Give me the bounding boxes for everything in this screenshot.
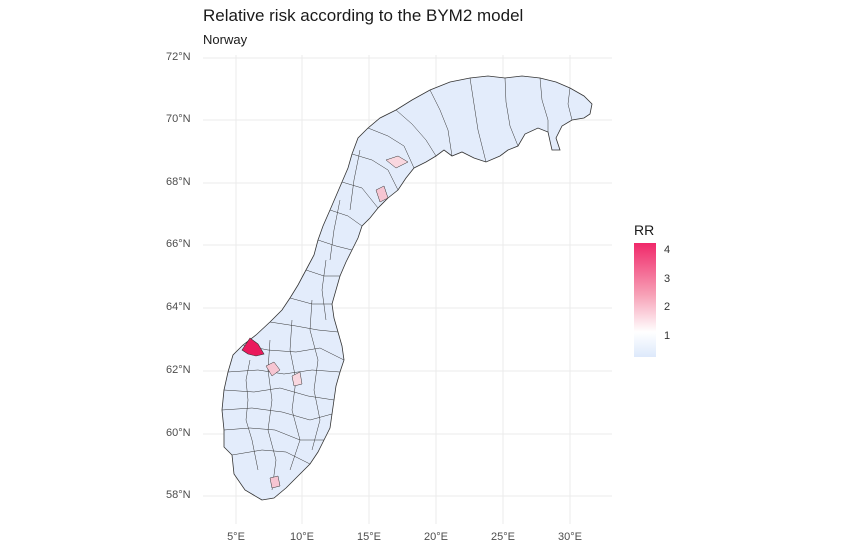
legend-label-4: 4 [664,244,671,256]
chart-title: Relative risk according to the BYM2 mode… [203,6,524,25]
legend-label-1: 1 [664,330,671,342]
municipality-borders [221,77,573,491]
x-tick-30e: 30°E [558,531,582,543]
y-tick-60n: 60°N [166,427,191,439]
elevated-rr-municipality [269,475,281,489]
elevated-rr-municipality [291,371,303,387]
x-tick-5e: 5°E [227,531,245,543]
x-tick-15e: 15°E [357,531,381,543]
y-tick-58n: 58°N [166,489,191,501]
y-tick-72n: 72°N [166,51,191,63]
y-tick-64n: 64°N [166,301,191,313]
elevated-rr-municipality [265,361,281,377]
y-tick-68n: 68°N [166,176,191,188]
high-rr-municipality [241,337,265,357]
norway-outline [221,75,593,501]
legend-colorbar [634,243,656,357]
x-tick-25e: 25°E [491,531,515,543]
elevated-rr-municipality [385,155,409,169]
legend-label-2: 2 [664,301,671,313]
x-tick-20e: 20°E [424,531,448,543]
chart-subtitle: Norway [203,32,248,47]
x-tick-10e: 10°E [290,531,314,543]
y-tick-62n: 62°N [166,364,191,376]
legend-title: RR [634,222,655,238]
y-tick-70n: 70°N [166,113,191,125]
y-tick-66n: 66°N [166,238,191,250]
elevated-rr-municipality [375,185,389,203]
legend-label-3: 3 [664,273,671,285]
